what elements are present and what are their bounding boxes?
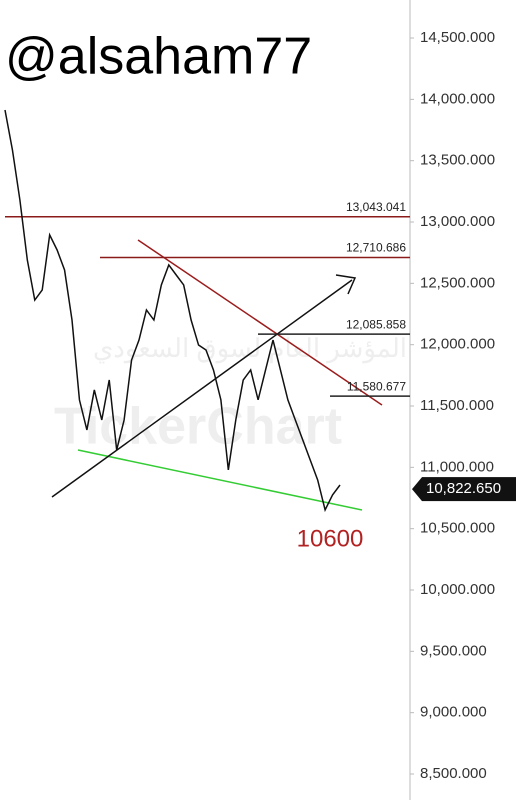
y-tick-label: 9,000.000: [420, 704, 487, 721]
trend-line: [51, 279, 353, 498]
y-tick-label: 14,000.000: [420, 90, 495, 107]
y-tick-label: 13,000.000: [420, 213, 495, 230]
y-tick-label: 8,500.000: [420, 765, 487, 782]
level-label: 12,085.858: [346, 317, 406, 331]
y-tick-label: 10,000.000: [420, 581, 495, 598]
annotation: 10600: [297, 525, 364, 552]
y-tick-label: 12,500.000: [420, 274, 495, 291]
y-tick-label: 12,000.000: [420, 336, 495, 353]
title: @alsaham77: [5, 28, 312, 86]
level-label: 12,710.686: [346, 241, 406, 255]
watermark-subtitle: المؤشر العام لسوق السعودي: [93, 333, 407, 364]
y-tick-label: 13,500.000: [420, 152, 495, 169]
level-label: 13,043.041: [346, 200, 406, 214]
resistance-line: [137, 239, 383, 406]
level-label: 11,580.677: [347, 379, 406, 393]
support-line: [77, 449, 363, 511]
y-tick-label: 10,500.000: [420, 520, 495, 537]
price-tag-label: 10,822.650: [426, 480, 501, 497]
arrow-head: [335, 274, 357, 295]
y-tick-label: 11,500.000: [420, 397, 494, 414]
y-tick-label: 11,000.000: [420, 458, 494, 475]
price-tag: [422, 477, 516, 502]
price-line: [4, 109, 341, 513]
y-tick-label: 9,500.000: [420, 642, 487, 659]
watermark: TickerChart: [54, 398, 342, 456]
price-tag-pointer: [412, 477, 422, 502]
y-tick-label: 14,500.000: [420, 29, 495, 46]
